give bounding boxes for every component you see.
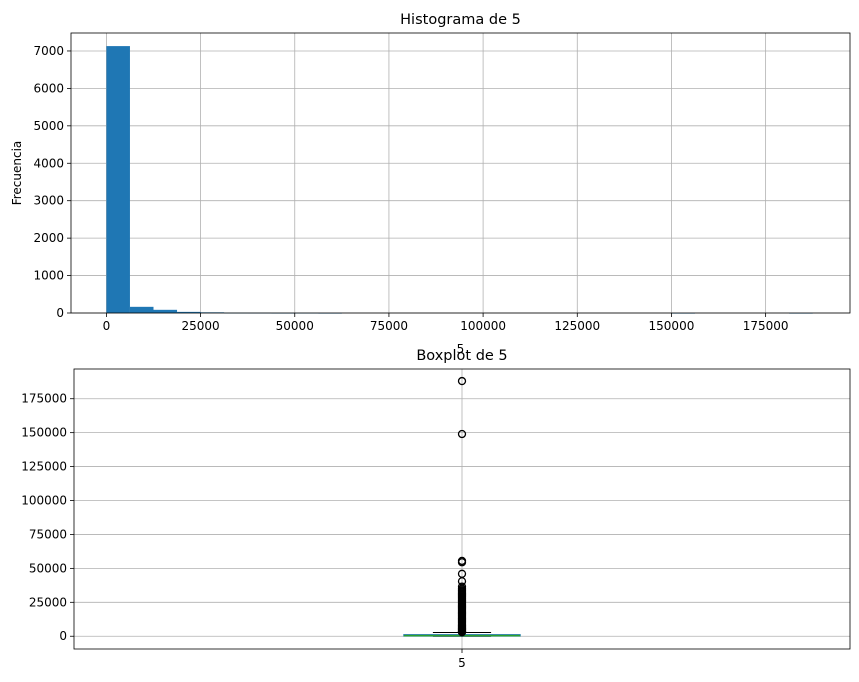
histogram-bar (153, 309, 178, 313)
histogram-x-tick-label: 150000 (649, 319, 695, 333)
histogram-x-tick-label: 100000 (460, 319, 506, 333)
histogram-bar (129, 306, 154, 313)
histogram-bar (177, 311, 201, 313)
histogram-bars (106, 46, 813, 314)
boxplot-y-tick-label: 75000 (29, 527, 67, 541)
histogram-y-tick-label: 1000 (33, 269, 64, 283)
boxplot-y-tick-label: 25000 (29, 595, 67, 609)
boxplot-y-tick-label: 175000 (21, 392, 67, 406)
histogram-x-ticks: 0 25000 50000 75000 100000 125000 150000 175000 (103, 313, 789, 333)
boxplot-outlier-point (457, 429, 467, 439)
histogram-y-tick-label: 4000 (33, 156, 64, 170)
histogram-y-tick-label: 6000 (33, 81, 64, 95)
histogram-x-tick-label: 175000 (743, 319, 789, 333)
histogram-y-ticks: 0 1000 2000 3000 4000 5000 6000 7000 (33, 44, 71, 320)
boxplot-outlier-point (457, 569, 467, 578)
boxplot-y-tick-label: 125000 (21, 460, 67, 474)
boxplot-title: Boxplot de 5 (416, 348, 507, 364)
boxplot-outlier-point (457, 556, 467, 566)
histogram-x-tick-label: 50000 (276, 319, 314, 333)
histogram-y-tick-label: 7000 (33, 44, 64, 58)
histogram-grid (71, 33, 850, 314)
boxplot-y-ticks: 0 25000 50000 75000 100000 125000 150000 175000 (21, 392, 74, 643)
boxplot-marks (403, 376, 521, 637)
boxplot-outlier-point (457, 376, 467, 386)
histogram-x-tick-label: 25000 (181, 319, 219, 333)
boxplot-x-ticks: 5 (458, 649, 466, 670)
histogram-y-tick-label: 0 (56, 306, 64, 320)
histogram-plot-frame (70, 32, 851, 314)
boxplot-outlier-point (457, 582, 467, 591)
histogram-y-tick-label: 3000 (33, 194, 64, 208)
boxplot-y-tick-label: 100000 (21, 494, 67, 508)
histogram-x-tick-label: 0 (103, 319, 111, 333)
histogram-y-tick-label: 5000 (33, 119, 64, 133)
histogram-y-tick-label: 2000 (33, 231, 64, 245)
histogram-x-tick-label: 125000 (554, 319, 600, 333)
boxplot-x-tick-label: 5 (458, 656, 466, 670)
histogram-y-axis-label: Frecuencia (10, 141, 24, 206)
boxplot-y-tick-label: 150000 (21, 426, 67, 440)
histogram-bar (106, 46, 130, 314)
histogram-x-axis-label: 5 (457, 342, 465, 356)
histogram-title: Histograma de 5 (400, 12, 521, 28)
boxplot-y-tick-label: 0 (59, 629, 67, 643)
histogram-panel: 0 25000 50000 75000 100000 125000 150000 175000… (10, 12, 851, 356)
histogram-x-tick-label: 75000 (370, 319, 408, 333)
boxplot-panel: 5 0 25000 50000 75000 100000 125000 150000 1750… (21, 348, 851, 670)
boxplot-y-tick-label: 50000 (29, 561, 67, 575)
